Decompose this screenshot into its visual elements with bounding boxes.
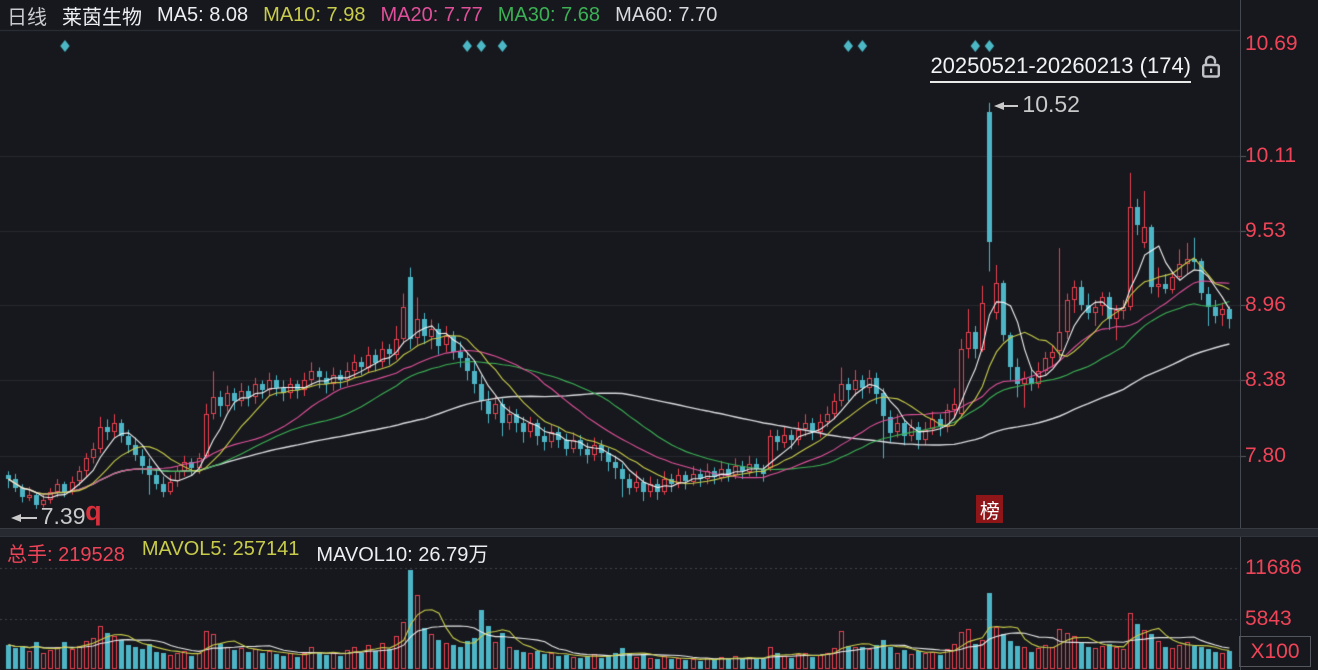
ma-item-ma60: MA60: 7.70 [615,3,718,26]
left-arrow-icon [993,91,1019,118]
ma-item-ma30: MA30: 7.68 [497,3,601,26]
volume-item-zongshou: 总手: 219528 [7,543,125,566]
price-axis-label: 7.80 [1245,444,1286,467]
ma-item-ma10: MA10: 7.98 [263,3,366,26]
volume-item-mavol5: MAVOL5: 257141 [141,537,300,560]
pane-divider[interactable] [0,528,1318,537]
ma-legend: MA5: 8.08 MA10: 7.98 MA20: 7.77 MA30: 7.68 M… [157,4,717,27]
unlock-icon[interactable] [1200,53,1222,84]
volume-item-mavol10: MAVOL10: 26.79万 [316,543,489,566]
ex-rights-marker[interactable]: q [85,496,102,526]
ma-item-ma5: MA5: 8.08 [157,3,249,26]
volume-pane-header: 总手: 219528 MAVOL5: 257141 MAVOL10: 26.79万 [7,538,488,566]
price-axis-label: 10.11 [1245,144,1296,167]
axis-separator [1240,0,1241,670]
price-axis-label: 9.53 [1245,219,1286,242]
price-axis-label: 8.96 [1245,293,1286,316]
ma-item-ma20: MA20: 7.77 [380,3,483,26]
high-price-label: 10.52 [1022,90,1080,117]
price-pane-header: 日线 莱茵生物 MA5: 8.08 MA10: 7.98 MA20: 7.77 MA3… [7,0,717,30]
range-selector[interactable]: 20250521-20260213 (174) [930,53,1222,84]
range-label[interactable]: 20250521-20260213 (174) [930,53,1191,83]
high-price-annotation: 10.52 [993,91,1080,118]
low-price-annotation: 7.39 [10,502,86,530]
left-arrow-icon [10,503,38,530]
volume-axis-label: 5843 [1245,607,1292,630]
volume-axis-label: 11686 [1245,556,1302,579]
rank-badge[interactable]: 榜 [976,495,1004,523]
low-price-label: 7.39 [40,502,86,529]
period-label[interactable]: 日线 [7,6,47,29]
volume-unit-box[interactable]: X100 [1239,636,1311,667]
price-axis-label: 8.38 [1245,368,1286,391]
stock-name[interactable]: 莱茵生物 [62,6,142,29]
price-axis-label: 10.69 [1245,32,1298,55]
volume-legend: 总手: 219528 MAVOL5: 257141 MAVOL10: 26.79万 [7,538,488,567]
